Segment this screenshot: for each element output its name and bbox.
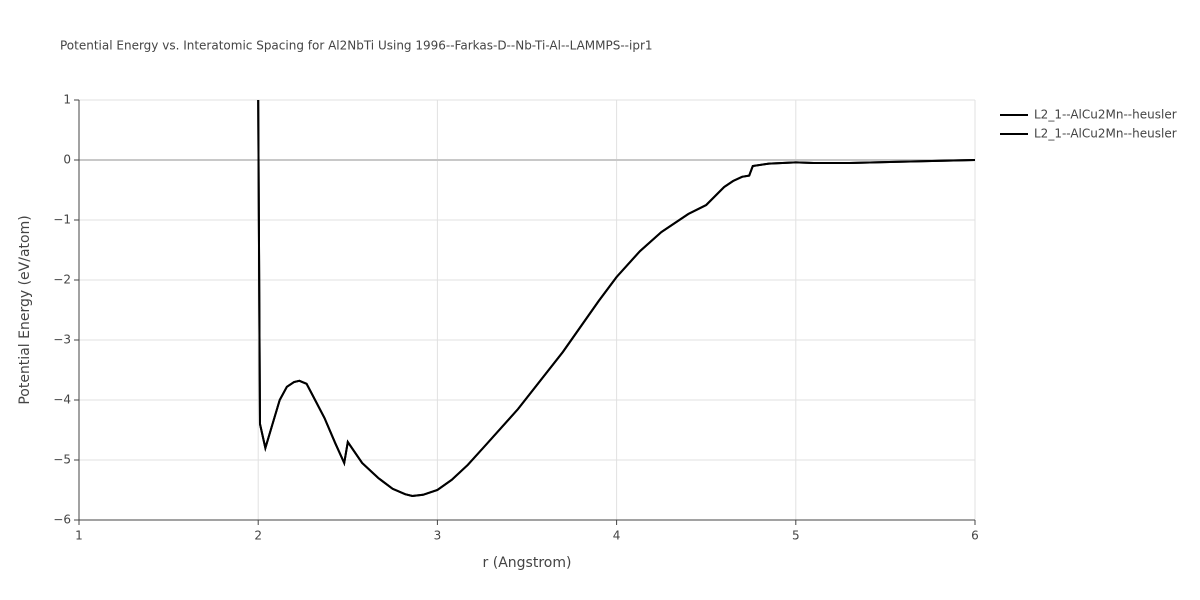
legend-label: L2_1--AlCu2Mn--heusler: [1034, 108, 1177, 122]
y-tick-label: −3: [53, 333, 71, 347]
y-tick-label: 1: [63, 93, 71, 107]
x-tick-label: 6: [971, 529, 979, 543]
x-tick-label: 2: [254, 529, 262, 543]
chart-title: Potential Energy vs. Interatomic Spacing…: [60, 39, 653, 53]
x-tick-label: 3: [434, 529, 442, 543]
y-axis-title: Potential Energy (eV/atom): [17, 215, 33, 404]
y-tick-label: −1: [53, 213, 71, 227]
y-tick-label: −2: [53, 273, 71, 287]
y-tick-label: −5: [53, 453, 71, 467]
y-tick-label: −4: [53, 393, 71, 407]
y-tick-label: 0: [63, 153, 71, 167]
x-tick-label: 5: [792, 529, 800, 543]
x-tick-label: 4: [613, 529, 621, 543]
legend-label: L2_1--AlCu2Mn--heusler: [1034, 127, 1177, 141]
data-line: [257, 99, 976, 498]
x-tick-label: 1: [75, 529, 83, 543]
x-axis-title: r (Angstrom): [483, 555, 572, 571]
y-tick-label: −6: [53, 513, 71, 527]
